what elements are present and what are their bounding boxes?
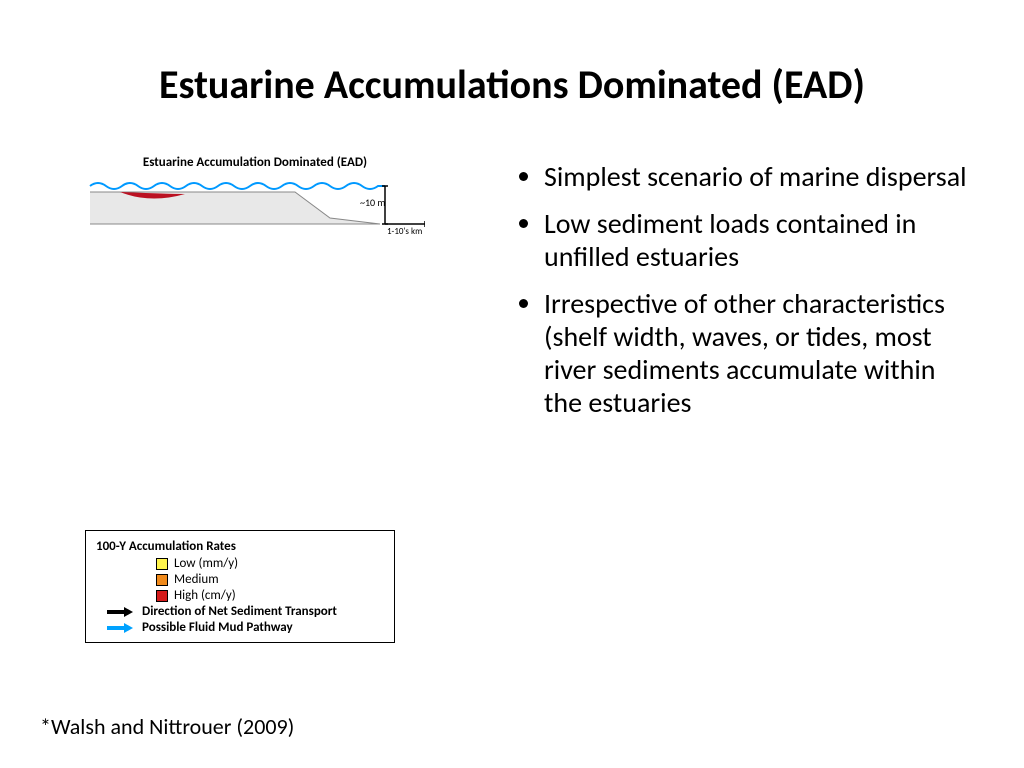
- legend-rate-label: High (cm/y): [174, 588, 236, 603]
- diagram-svg: ~10 m 1-10's km: [85, 174, 425, 234]
- depth-label: ~10 m: [360, 196, 385, 209]
- bullet-list: Simplest scenario of marine dispersal Low…: [512, 160, 972, 433]
- legend-box: 100-Y Accumulation Rates Low (mm/y)Mediu…: [85, 530, 395, 643]
- legend-title: 100-Y Accumulation Rates: [96, 539, 384, 554]
- legend-swatch: [156, 590, 168, 602]
- legend-arrow-label: Direction of Net Sediment Transport: [142, 604, 337, 619]
- legend-rate-label: Low (mm/y): [174, 556, 238, 571]
- legend-rate-row: Low (mm/y): [96, 556, 384, 571]
- bullet-item: Simplest scenario of marine dispersal: [544, 160, 972, 193]
- arrow-icon: [106, 622, 134, 634]
- water-surface: [90, 183, 385, 189]
- legend-swatch: [156, 574, 168, 586]
- arrow-icon: [106, 606, 134, 618]
- legend-arrow-label: Possible Fluid Mud Pathway: [142, 620, 293, 635]
- bullet-item: Low sediment loads contained in unfilled…: [544, 207, 972, 273]
- citation: *Walsh and Nittrouer (2009): [40, 713, 294, 740]
- legend-arrow-row: Possible Fluid Mud Pathway: [96, 620, 384, 635]
- legend-rate-label: Medium: [174, 572, 219, 587]
- cross-section-diagram: Estuarine Accumulation Dominated (EAD) ~…: [85, 155, 425, 234]
- legend-rate-row: High (cm/y): [96, 588, 384, 603]
- legend-arrow-row: Direction of Net Sediment Transport: [96, 604, 384, 619]
- scale-label: 1-10's km: [387, 226, 422, 234]
- legend-swatch: [156, 558, 168, 570]
- diagram-title: Estuarine Accumulation Dominated (EAD): [85, 155, 425, 170]
- bullet-item: Irrespective of other characteristics (s…: [544, 287, 972, 419]
- page-title: Estuarine Accumulations Dominated (EAD): [0, 60, 1024, 109]
- legend-rate-row: Medium: [96, 572, 384, 587]
